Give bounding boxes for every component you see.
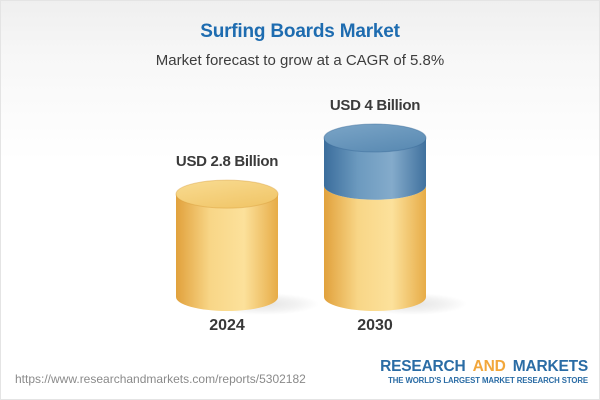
logo-word-and: AND bbox=[472, 358, 506, 375]
cylinder-top-cap bbox=[323, 123, 427, 153]
logo-word-markets: MARKETS bbox=[512, 358, 588, 375]
year-label-2024: 2024 bbox=[209, 317, 245, 334]
logo-word-research: RESEARCH bbox=[380, 358, 466, 375]
cylinder-segment-yellow bbox=[324, 185, 426, 311]
research-and-markets-logo: RESEARCH AND MARKETS THE WORLD'S LARGEST… bbox=[380, 358, 588, 386]
logo-wordmark: RESEARCH AND MARKETS bbox=[380, 358, 588, 376]
value-label-2024: USD 2.8 Billion bbox=[175, 153, 279, 171]
value-label-2030: USD 4 Billion bbox=[329, 97, 421, 114]
chart-title: Surfing Boards Market bbox=[200, 21, 400, 42]
cylinder-segment-blue bbox=[324, 138, 426, 200]
year-label-2030: 2030 bbox=[357, 317, 393, 334]
cylinder-top-cap bbox=[175, 179, 279, 209]
cylinder-segment-yellow bbox=[176, 194, 278, 311]
chart-subtitle: Market forecast to grow at a CAGR of 5.8… bbox=[155, 52, 445, 69]
logo-tagline: THE WORLD'S LARGEST MARKET RESEARCH STOR… bbox=[388, 375, 588, 385]
report-url-text: https://www.researchandmarkets.com/repor… bbox=[15, 372, 306, 386]
